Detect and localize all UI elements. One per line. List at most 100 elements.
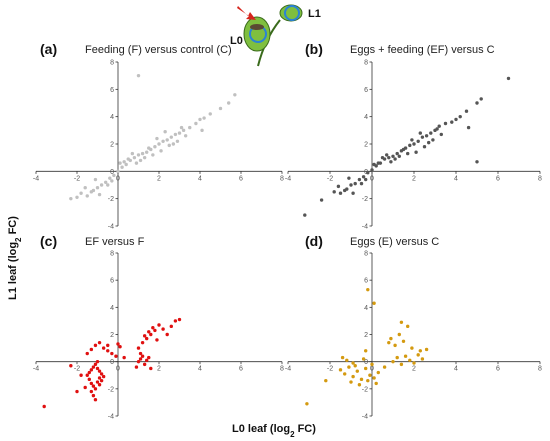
data-point: [475, 160, 479, 164]
data-point: [408, 358, 412, 363]
data-point: [122, 355, 126, 360]
data-point: [233, 93, 237, 97]
y-tick-label: 0: [364, 169, 368, 176]
data-point: [340, 355, 345, 360]
data-point: [95, 359, 100, 364]
data-point: [370, 362, 374, 367]
data-point: [200, 128, 204, 133]
data-point: [126, 157, 130, 161]
y-tick-label: 4: [110, 114, 114, 121]
data-point: [351, 374, 355, 379]
ring-l1: [284, 5, 300, 21]
data-point: [412, 361, 416, 365]
data-point: [142, 334, 147, 338]
y-tick-label: -4: [108, 414, 114, 421]
data-point: [175, 139, 180, 143]
data-point: [147, 355, 151, 360]
data-point: [177, 131, 182, 135]
data-point: [450, 120, 454, 124]
y-tick-label: -4: [108, 224, 114, 231]
data-point: [136, 346, 141, 350]
data-point: [349, 183, 353, 187]
data-point: [155, 136, 159, 141]
data-point: [134, 161, 139, 165]
data-point: [380, 155, 385, 160]
data-point: [97, 192, 102, 197]
data-point: [416, 353, 420, 357]
data-point: [364, 349, 368, 353]
data-point: [116, 342, 120, 346]
data-point: [401, 339, 406, 343]
data-point: [391, 359, 395, 364]
data-point: [99, 183, 104, 187]
y-tick-label: 8: [110, 60, 114, 67]
x-tick-label: -2: [74, 175, 80, 182]
data-point: [188, 125, 192, 130]
x-tick-label: 4: [198, 175, 202, 182]
data-point: [91, 393, 96, 398]
data-point: [91, 384, 96, 388]
data-point: [427, 140, 431, 145]
data-point: [393, 157, 397, 161]
data-point: [69, 364, 73, 368]
data-point: [338, 191, 343, 195]
data-point: [161, 139, 165, 143]
data-point: [95, 366, 100, 371]
data-point: [372, 162, 376, 167]
data-point: [475, 101, 479, 105]
data-point: [138, 351, 143, 356]
y-tick-label: 6: [364, 87, 368, 94]
x-tick-label: -4: [285, 175, 291, 182]
data-point: [418, 349, 422, 353]
x-tick-label: 6: [239, 175, 243, 182]
data-point: [93, 343, 98, 348]
panel-title-d: Eggs (E) versus C: [350, 236, 439, 248]
data-point: [366, 171, 370, 175]
data-point: [124, 162, 128, 167]
data-point: [93, 387, 98, 391]
data-point: [75, 195, 79, 199]
data-point: [163, 130, 167, 134]
panel-label-c: (c): [40, 233, 57, 249]
data-point: [106, 343, 110, 348]
y-tick-label: -2: [108, 196, 114, 203]
data-point: [140, 151, 145, 156]
data-point: [227, 101, 231, 105]
x-tick-label: -4: [285, 366, 291, 373]
data-point: [108, 176, 112, 180]
data-point: [99, 378, 104, 383]
data-point: [397, 332, 401, 337]
data-point: [414, 150, 418, 154]
data-point: [93, 362, 98, 367]
y-tick-label: 8: [364, 60, 368, 67]
panel-title-a: Feeding (F) versus control (C): [85, 44, 232, 56]
data-point: [437, 124, 441, 128]
y-tick-label: 4: [364, 114, 368, 121]
data-point: [454, 117, 458, 122]
data-point: [416, 139, 420, 143]
data-point: [353, 364, 357, 368]
data-point: [366, 287, 370, 292]
x-tick-label: 0: [116, 366, 120, 373]
x-tick-label: -2: [327, 175, 333, 182]
data-point: [153, 145, 157, 149]
data-point: [165, 138, 169, 142]
data-point: [69, 196, 73, 201]
data-point: [116, 169, 120, 174]
data-point: [391, 154, 395, 158]
data-point: [410, 138, 414, 142]
data-point: [106, 349, 110, 353]
data-point: [89, 381, 94, 386]
data-point: [338, 368, 343, 372]
x-tick-label: 0: [370, 366, 374, 373]
data-point: [305, 402, 309, 406]
y-tick-label: 2: [364, 142, 368, 149]
data-point: [382, 365, 387, 369]
larva: [250, 24, 264, 30]
data-point: [406, 324, 410, 329]
leaf-l0: [243, 16, 271, 52]
data-point: [97, 383, 102, 387]
data-point: [319, 198, 324, 202]
data-point: [145, 150, 149, 154]
data-point: [104, 180, 108, 184]
